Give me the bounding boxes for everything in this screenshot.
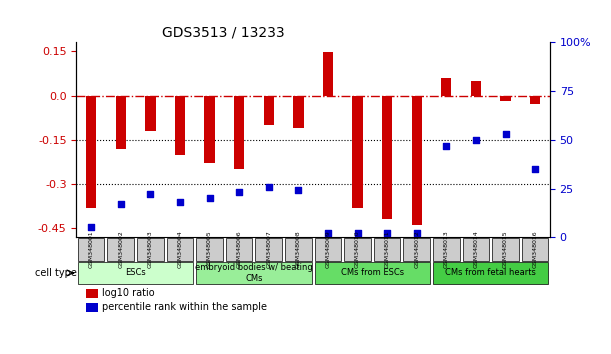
FancyBboxPatch shape (344, 238, 371, 261)
Point (382, 230, 392, 236)
Text: GSM348012: GSM348012 (414, 230, 419, 268)
Bar (234, 96, 244, 169)
FancyBboxPatch shape (255, 238, 282, 261)
Text: GSM348001: GSM348001 (89, 230, 93, 268)
Text: GSM348014: GSM348014 (474, 230, 478, 268)
FancyBboxPatch shape (226, 238, 252, 261)
Text: GSM348007: GSM348007 (266, 230, 271, 268)
Bar (412, 96, 422, 225)
FancyBboxPatch shape (137, 238, 164, 261)
Text: GDS3513 / 13233: GDS3513 / 13233 (161, 26, 284, 40)
Bar (530, 96, 540, 104)
Point (293, 188, 303, 193)
FancyBboxPatch shape (433, 262, 549, 284)
Bar (175, 96, 185, 155)
Point (175, 199, 185, 205)
FancyBboxPatch shape (196, 262, 312, 284)
Text: GSM348005: GSM348005 (207, 230, 212, 268)
Text: CMs from ESCs: CMs from ESCs (341, 268, 404, 278)
Bar (86, 289, 98, 298)
Text: embryoid bodies w/ beating
CMs: embryoid bodies w/ beating CMs (195, 263, 313, 282)
Text: GSM348013: GSM348013 (444, 230, 449, 268)
FancyBboxPatch shape (108, 238, 134, 261)
Text: GSM348004: GSM348004 (177, 230, 183, 268)
Bar (86, 303, 98, 312)
Text: GSM348010: GSM348010 (355, 230, 360, 268)
Bar (470, 81, 481, 96)
FancyBboxPatch shape (285, 238, 312, 261)
FancyBboxPatch shape (315, 262, 430, 284)
FancyBboxPatch shape (374, 238, 400, 261)
Text: GSM348006: GSM348006 (236, 230, 241, 268)
Bar (115, 96, 126, 149)
Text: cell type: cell type (35, 268, 77, 278)
Text: GSM348003: GSM348003 (148, 230, 153, 268)
Bar (353, 96, 363, 208)
Text: GSM348009: GSM348009 (326, 230, 331, 268)
Bar (500, 96, 511, 102)
Bar (323, 52, 333, 96)
FancyBboxPatch shape (167, 238, 193, 261)
FancyBboxPatch shape (492, 238, 519, 261)
Point (441, 143, 451, 149)
FancyBboxPatch shape (78, 238, 104, 261)
Bar (86, 96, 97, 208)
Point (323, 230, 333, 236)
FancyBboxPatch shape (78, 262, 193, 284)
Point (86, 225, 96, 230)
Point (471, 137, 481, 143)
Point (264, 184, 274, 189)
Text: GSM348002: GSM348002 (119, 230, 123, 268)
Point (412, 230, 422, 236)
Point (530, 166, 540, 172)
Bar (204, 96, 214, 164)
Text: GSM348008: GSM348008 (296, 230, 301, 268)
FancyBboxPatch shape (433, 238, 459, 261)
Point (234, 190, 244, 195)
FancyBboxPatch shape (315, 238, 342, 261)
FancyBboxPatch shape (403, 238, 430, 261)
Point (145, 192, 155, 197)
Bar (293, 96, 304, 128)
Text: ESCs: ESCs (125, 268, 146, 278)
Bar (441, 78, 452, 96)
FancyBboxPatch shape (522, 238, 549, 261)
Point (116, 201, 126, 207)
Point (353, 230, 362, 236)
Bar (263, 96, 274, 125)
Text: GSM348016: GSM348016 (533, 230, 538, 268)
Text: percentile rank within the sample: percentile rank within the sample (103, 302, 268, 312)
Bar (145, 96, 156, 131)
Text: log10 ratio: log10 ratio (103, 288, 155, 298)
Text: CMs from fetal hearts: CMs from fetal hearts (445, 268, 536, 278)
Point (500, 131, 510, 137)
FancyBboxPatch shape (463, 238, 489, 261)
Point (205, 195, 214, 201)
FancyBboxPatch shape (196, 238, 223, 261)
Bar (382, 96, 392, 219)
Text: GSM348011: GSM348011 (385, 230, 390, 268)
Text: GSM348015: GSM348015 (503, 230, 508, 268)
